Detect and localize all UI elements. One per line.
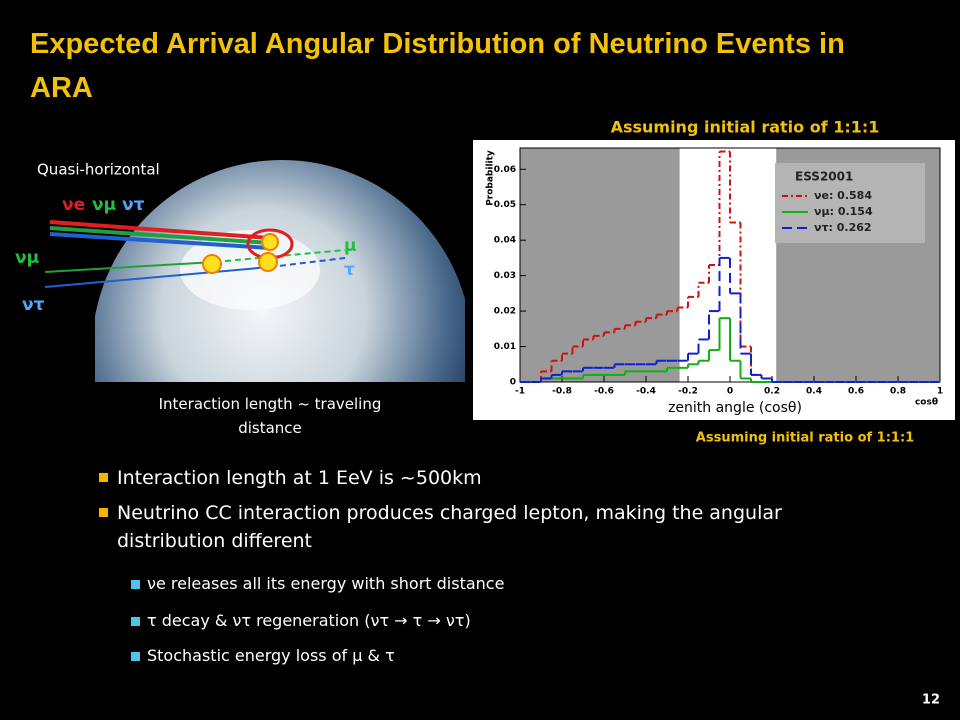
annotation: zenith angle (cosθ) bbox=[668, 400, 802, 416]
y-tick-label: 0.04 bbox=[494, 236, 516, 246]
chart-subtitle: Assuming initial ratio of 1:1:1 bbox=[696, 431, 914, 446]
legend-entry: νe: 0.584 bbox=[814, 189, 872, 202]
y-tick-label: 0 bbox=[510, 378, 516, 388]
lepton-label: τ bbox=[344, 260, 355, 280]
x-tick-label: 0.6 bbox=[848, 387, 864, 397]
legend-entry: ντ: 0.262 bbox=[814, 221, 872, 234]
nu-label: νμ bbox=[15, 248, 39, 268]
legend-box bbox=[775, 163, 925, 243]
tracks bbox=[44, 220, 346, 288]
caption-bottom-box: Interaction length ~ traveling distance bbox=[158, 395, 382, 437]
x-tick-label: -0.2 bbox=[678, 387, 698, 397]
sub-bullet: τ decay & ντ regeneration (ντ → τ → ντ) bbox=[131, 611, 471, 630]
annotation-bg bbox=[640, 398, 830, 418]
page-number: 12 bbox=[922, 693, 940, 708]
nu-label: νμ bbox=[92, 195, 116, 215]
bullet: Neutrino CC interaction produces charged… bbox=[99, 499, 877, 555]
x-tick-label: 1 bbox=[937, 387, 943, 397]
chart: 0 0.01 0.02 0.03 0.04 0.05 0.06 -1 -0.8 -0.6 -0.4 -… bbox=[486, 147, 943, 418]
nu-label: νe bbox=[62, 195, 85, 215]
bullet: Interaction length at 1 EeV is ~500km bbox=[99, 464, 877, 492]
sub-bullet: νe releases all its energy with short di… bbox=[130, 574, 505, 593]
x-axis-label: cosθ bbox=[915, 398, 938, 408]
x-tick-label: -1 bbox=[515, 387, 525, 397]
caption-top: Quasi-horizontal bbox=[37, 161, 160, 179]
slide-title: Expected Arrival Angular Distribution of… bbox=[30, 28, 845, 104]
legend-entry: νμ: 0.154 bbox=[814, 205, 873, 218]
chart-title: Assuming initial ratio of 1:1:1 bbox=[611, 118, 880, 137]
x-tick-label: 0.2 bbox=[764, 387, 780, 397]
shaded-region bbox=[520, 148, 680, 382]
nu-label: ντ bbox=[122, 195, 145, 215]
x-tick-label: -0.4 bbox=[636, 387, 656, 397]
lepton-label: μ bbox=[344, 236, 357, 256]
y-tick-label: 0.05 bbox=[494, 200, 516, 210]
caption-bottom: Interaction length ~ traveling distance bbox=[158, 395, 382, 437]
x-tick-label: 0.8 bbox=[890, 387, 906, 397]
x-tick-label: -0.6 bbox=[594, 387, 614, 397]
legend-title: ESS2001 bbox=[795, 170, 853, 184]
y-tick-label: 0.06 bbox=[494, 165, 516, 175]
earth bbox=[95, 160, 465, 382]
y-tick-label: 0.03 bbox=[494, 271, 516, 281]
x-tick-label: -0.8 bbox=[552, 387, 572, 397]
x-tick-label: 0.4 bbox=[806, 387, 822, 397]
nu-label: ντ bbox=[22, 295, 45, 315]
sub-bullet: Stochastic energy loss of μ & τ bbox=[131, 646, 395, 665]
y-tick-label: 0.01 bbox=[494, 342, 516, 352]
y-tick-label: 0.02 bbox=[494, 307, 516, 317]
x-tick-label: 0 bbox=[727, 387, 733, 397]
y-axis-label: Probability bbox=[486, 150, 496, 206]
